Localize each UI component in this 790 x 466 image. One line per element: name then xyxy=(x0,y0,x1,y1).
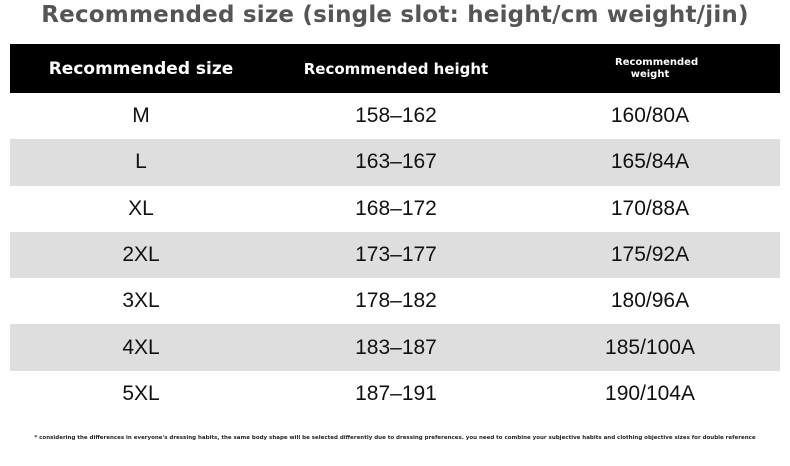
table-header: Recommended size Recommended height Recomm… xyxy=(10,44,780,93)
table-cell: 173–177 xyxy=(355,243,437,267)
table-cell: 5XL xyxy=(122,381,160,405)
table-row: 5XL 187–191 190/104A xyxy=(10,371,780,417)
table-cell: 158–162 xyxy=(355,104,437,128)
size-table: Recommended size Recommended height Recomm… xyxy=(10,44,780,417)
table-cell: 168–172 xyxy=(355,196,437,220)
table-row: 2XL 173–177 175/92A xyxy=(10,231,780,279)
table-row: L 163–167 165/84A xyxy=(10,139,780,186)
table-cell: 4XL xyxy=(122,335,160,359)
header-cell: Recommended weight xyxy=(615,56,699,80)
table-cell: 175/92A xyxy=(610,243,690,267)
table-cell: M xyxy=(132,104,150,128)
table-cell: 2XL xyxy=(122,243,160,267)
table-row: 4XL 183–187 185/100A xyxy=(10,324,780,371)
table-cell: 178–182 xyxy=(355,289,437,313)
table-cell: 163–167 xyxy=(355,150,437,174)
header-cell: Recommended size xyxy=(48,58,234,79)
title: Recommended size (single slot: height/cm… xyxy=(41,2,749,28)
table-cell: 185/100A xyxy=(605,335,695,359)
footnote: * considering the differences in everyon… xyxy=(34,435,756,441)
table-cell: XL xyxy=(128,196,154,220)
table-cell: 165/84A xyxy=(610,150,690,174)
table-cell: 170/88A xyxy=(610,196,690,220)
table-cell: L xyxy=(135,150,147,174)
table-row: 3XL 178–182 180/96A xyxy=(10,278,780,324)
table-row: M 158–162 160/80A xyxy=(10,93,780,139)
table-cell: 187–191 xyxy=(355,381,437,405)
table-row: XL 168–172 170/88A xyxy=(10,186,780,232)
table-cell: 160/80A xyxy=(610,104,690,128)
header-cell: Recommended height xyxy=(303,59,489,78)
table-cell: 3XL xyxy=(122,289,160,313)
table-cell: 180/96A xyxy=(610,289,690,313)
table-cell: 190/104A xyxy=(605,381,695,405)
table-cell: 183–187 xyxy=(355,335,437,359)
